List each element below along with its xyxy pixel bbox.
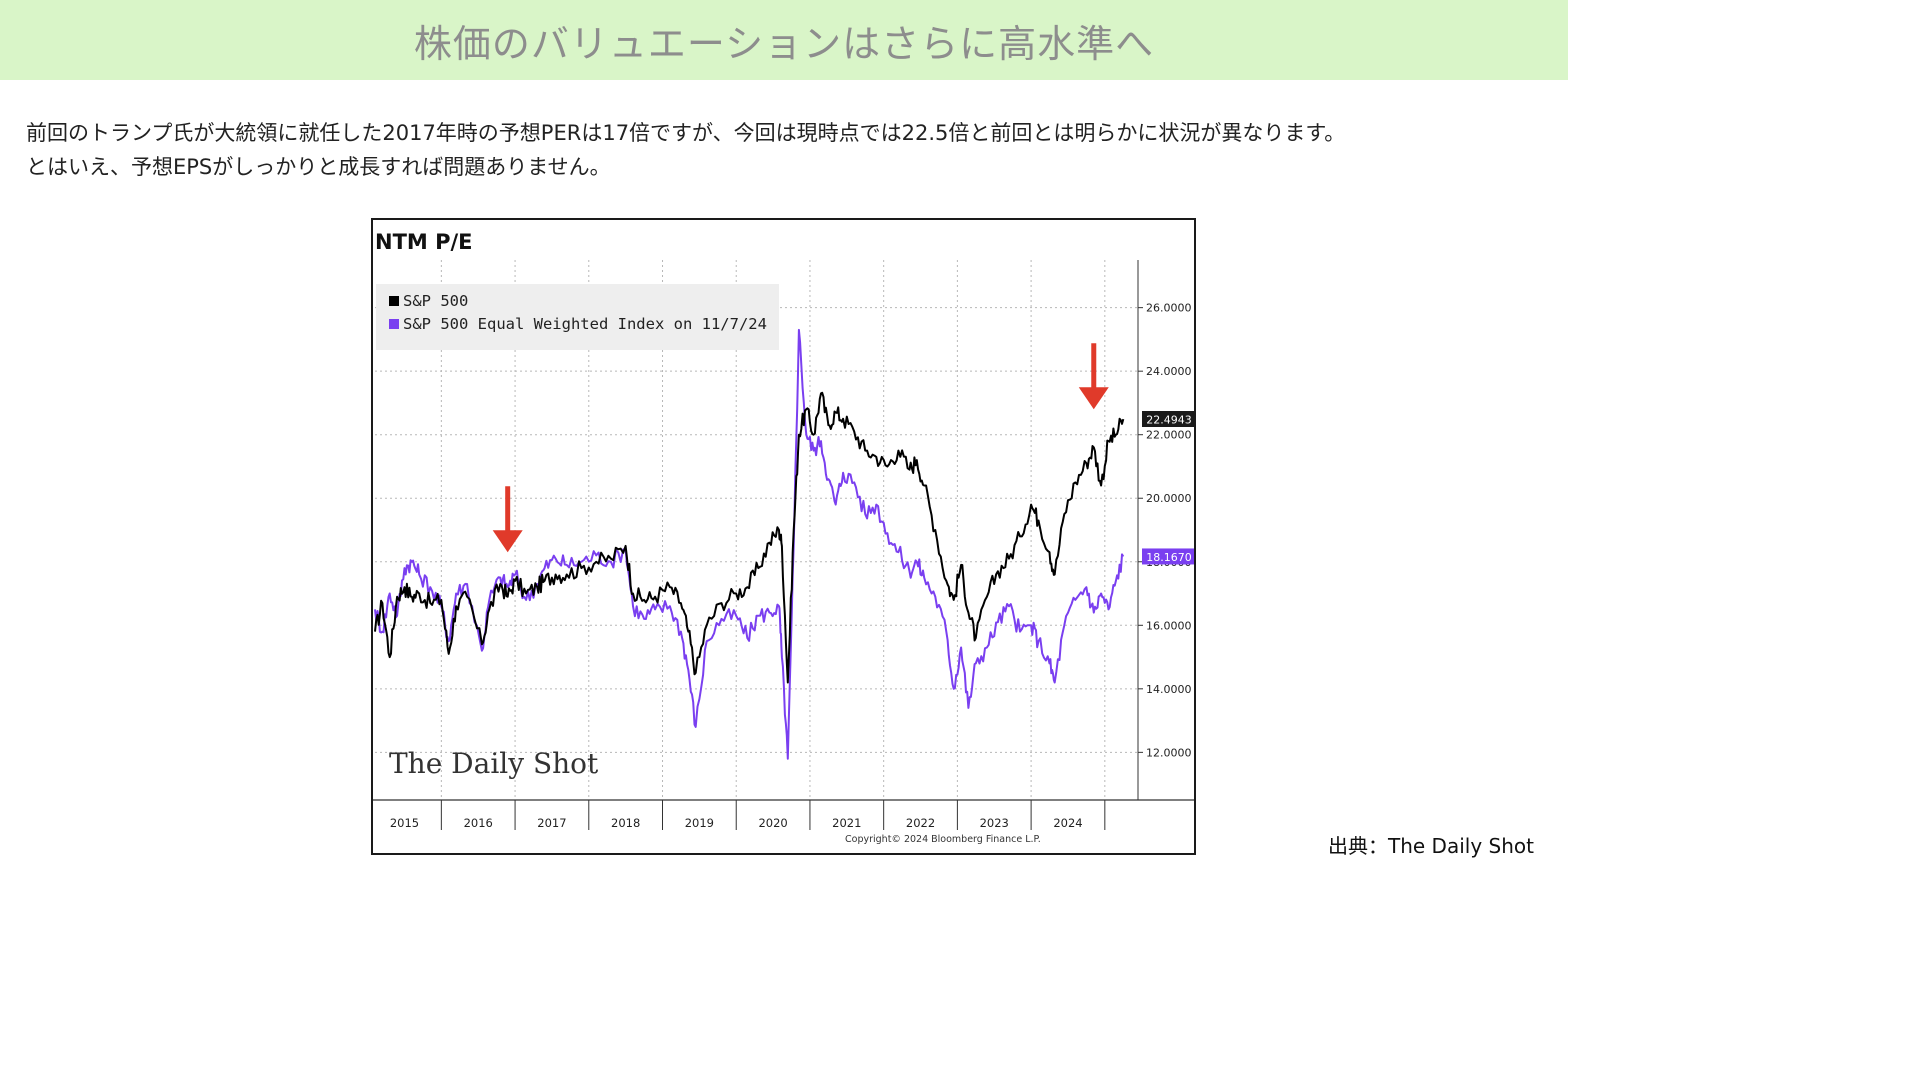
y-tick-label: 12.0000: [1146, 746, 1192, 759]
x-tick-label: 2024: [1053, 816, 1082, 830]
page-title: 株価のバリュエーションはさらに高水準へ: [413, 21, 1155, 66]
x-tick-label: 2022: [906, 816, 935, 830]
annotation-arrows: [492, 343, 1109, 553]
arrow-head: [492, 530, 523, 553]
x-tick-label: 2018: [611, 816, 640, 830]
legend-swatch: [389, 296, 399, 306]
pe-chart: NTM P/E 12.000014.000016.000018.000020.0…: [373, 230, 1194, 845]
arrow-head: [1078, 387, 1109, 410]
chart-frame: NTM P/E 12.000014.000016.000018.000020.0…: [371, 218, 1196, 855]
series-line-equal-weighted: [374, 328, 1125, 760]
y-tick-label: 16.0000: [1146, 619, 1192, 632]
last-value-label: 18.1670: [1146, 551, 1192, 564]
x-tick-label: 2016: [464, 816, 493, 830]
last-value-tags: 22.4943 18.1670: [1142, 411, 1194, 565]
x-tick-label: 2017: [537, 816, 566, 830]
chart-title: NTM P/E: [375, 230, 473, 254]
y-tick-label: 22.0000: [1146, 429, 1192, 442]
legend-label: S&P 500: [403, 292, 468, 310]
series-layer: [374, 328, 1125, 760]
x-tick-label: 2023: [980, 816, 1009, 830]
description-line-1: 前回のトランプ氏が大統領に就任した2017年時の予想PERは17倍ですが、今回は…: [26, 121, 1346, 145]
y-tick-label: 14.0000: [1146, 683, 1192, 696]
legend-label: S&P 500 Equal Weighted Index on 11/7/24: [403, 315, 767, 333]
y-tick-label: 26.0000: [1146, 302, 1192, 315]
last-value-tag: [1142, 548, 1194, 565]
x-tick-label: 2019: [685, 816, 714, 830]
last-value-tag: [1142, 411, 1194, 428]
x-tick-label: 2015: [390, 816, 419, 830]
description-line-2: とはいえ、予想EPSがしっかりと成長すれば問題ありません。: [26, 155, 611, 179]
legend-swatch: [389, 319, 399, 329]
last-value-label: 22.4943: [1146, 414, 1192, 427]
y-tick-label: 20.0000: [1146, 492, 1192, 505]
x-tick-label: 2020: [758, 816, 787, 830]
description: 前回のトランプ氏が大統領に就任した2017年時の予想PERは17倍ですが、今回は…: [26, 116, 1556, 184]
copyright: Copyright© 2024 Bloomberg Finance L.P.: [845, 834, 1041, 845]
grid: [375, 260, 1138, 800]
title-banner: 株価のバリュエーションはさらに高水準へ: [0, 0, 1568, 80]
legend-box: [376, 284, 779, 350]
x-tick-label: 2021: [832, 816, 861, 830]
watermark: The Daily Shot: [389, 747, 599, 780]
y-tick-label: 24.0000: [1146, 365, 1192, 378]
series-line-sp500: [374, 391, 1125, 684]
source-credit: 出典：The Daily Shot: [1328, 834, 1534, 858]
legend: S&P 500 S&P 500 Equal Weighted Index on 1…: [376, 284, 779, 350]
